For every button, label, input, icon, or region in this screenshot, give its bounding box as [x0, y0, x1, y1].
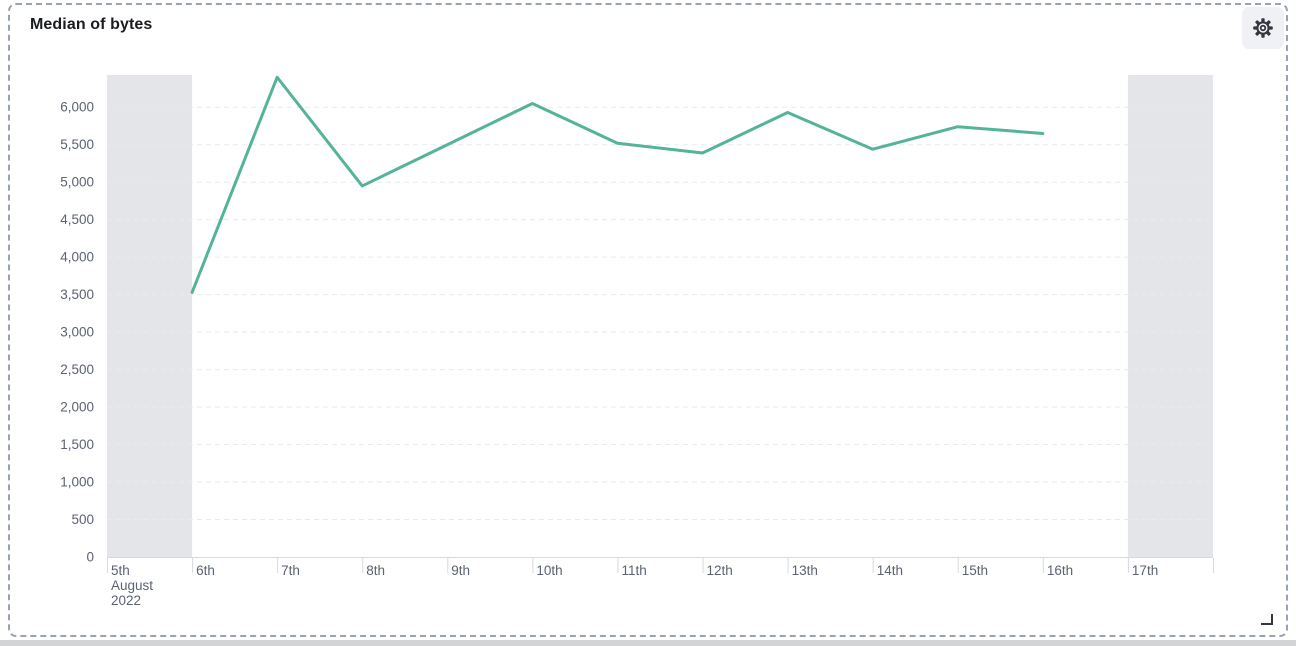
x-axis-tick-11th: 11th	[621, 563, 646, 578]
y-axis-tick-4000: 4,000	[60, 250, 94, 265]
y-axis-tick-6000: 6,000	[60, 100, 94, 115]
x-axis-tick-sublabel: 2022	[111, 593, 141, 608]
x-axis-tick-13th: 13th	[792, 563, 818, 578]
x-axis-tick-7th: 7th	[281, 563, 300, 578]
y-axis-tick-5000: 5,000	[60, 175, 94, 190]
y-axis-tick-5500: 5,500	[60, 137, 94, 152]
y-axis-tick-2500: 2,500	[60, 362, 94, 377]
x-axis-tick-15th: 15th	[962, 563, 988, 578]
y-axis-tick-500: 500	[71, 512, 94, 527]
chart-panel: Median of bytes	[8, 3, 1288, 637]
x-axis-tick-12th: 12th	[707, 563, 733, 578]
y-axis-tick-1500: 1,500	[60, 437, 94, 452]
y-axis-tick-1000: 1,000	[60, 475, 94, 490]
x-axis-tick-14th: 14th	[877, 563, 903, 578]
panel-resize-handle[interactable]	[1261, 614, 1273, 625]
median-bytes-series-line	[190, 75, 1045, 294]
y-axis-tick-0: 0	[86, 550, 94, 565]
x-axis-tick-sublabel: August	[111, 578, 153, 593]
y-axis-tick-3500: 3,500	[60, 287, 94, 302]
x-axis-tick-5th: 5th	[111, 563, 130, 578]
panel-header[interactable]: Median of bytes	[10, 5, 1286, 51]
y-axis-tick-2000: 2,000	[60, 400, 94, 415]
partial-data-band-5th	[107, 75, 193, 557]
panel-settings-button[interactable]	[1242, 7, 1284, 49]
y-axis-tick-4500: 4,500	[60, 212, 94, 227]
x-axis-tick-10th: 10th	[536, 563, 562, 578]
x-axis-tick-16th: 16th	[1047, 563, 1073, 578]
gear-icon	[1253, 18, 1273, 38]
bottom-edge-strip	[0, 640, 1296, 646]
x-axis-tick-9th: 9th	[451, 563, 470, 578]
x-axis-tick-8th: 8th	[366, 563, 385, 578]
y-axis-tick-3000: 3,000	[60, 325, 94, 340]
partial-data-band-17th	[1127, 75, 1213, 557]
x-axis-tick-17th: 17th	[1132, 563, 1158, 578]
x-axis-tick-6th: 6th	[196, 563, 215, 578]
panel-title: Median of bytes	[30, 16, 153, 33]
